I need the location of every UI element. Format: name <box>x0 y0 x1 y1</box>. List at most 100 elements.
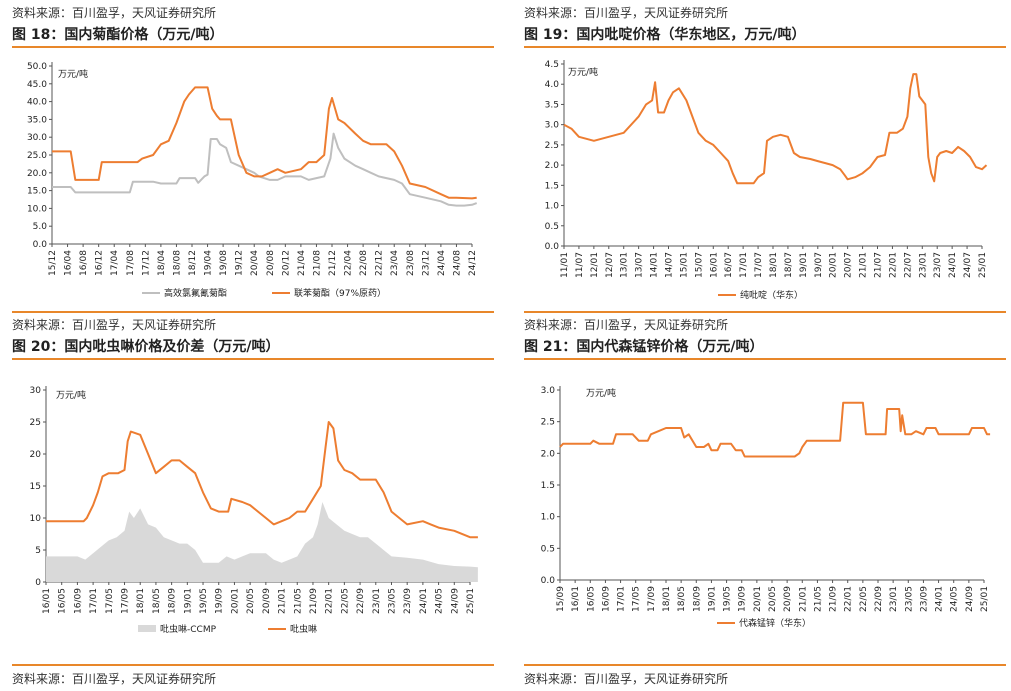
bottom-rule <box>12 664 494 666</box>
x-tick-label: 13/01 <box>620 252 630 278</box>
title-rule <box>524 46 1006 48</box>
x-tick-label: 12/01 <box>590 252 600 278</box>
x-tick-label: 24/07 <box>963 252 973 278</box>
x-tick-label: 18/05 <box>677 586 687 612</box>
title-rule <box>12 358 494 360</box>
y-tick-label: 20.0 <box>27 169 47 179</box>
x-tick-label: 16/01 <box>571 586 581 612</box>
x-tick-label: 20/09 <box>262 588 272 614</box>
x-tick-label: 16/09 <box>601 586 611 612</box>
y-tick-label: 25 <box>30 418 41 428</box>
x-tick-label: 15/07 <box>694 252 704 278</box>
x-tick-label: 20/08 <box>266 250 276 276</box>
x-tick-label: 16/07 <box>724 252 734 278</box>
series-line <box>52 86 477 200</box>
x-tick-label: 15/01 <box>679 252 689 278</box>
chart-title: 图 18：国内菊酯价格（万元/吨） <box>12 27 224 43</box>
x-tick-label: 21/01 <box>798 586 808 612</box>
y-tick-label: 3.0 <box>541 386 556 396</box>
x-tick-label: 22/01 <box>844 586 854 612</box>
y-tick-label: 1.5 <box>541 481 555 491</box>
x-tick-label: 18/07 <box>784 252 794 278</box>
y-tick-label: 5.0 <box>33 222 48 232</box>
source-text: 资料来源：百川盈孚，天风证券研究所 <box>524 318 729 332</box>
y-tick-label: 3.0 <box>545 121 560 131</box>
x-tick-label: 24/04 <box>437 250 447 276</box>
x-tick-label: 22/04 <box>344 250 354 276</box>
y-tick-label: 45.0 <box>27 80 47 90</box>
x-tick-label: 25/01 <box>978 252 988 278</box>
x-tick-label: 21/01 <box>278 588 288 614</box>
y-tick-label: 2.0 <box>541 449 556 459</box>
y-tick-label: 30.0 <box>27 133 47 143</box>
x-tick-label: 21/01 <box>859 252 869 278</box>
x-tick-label: 22/09 <box>356 588 366 614</box>
legend-label: 吡虫啉 <box>290 623 317 635</box>
x-tick-label: 24/09 <box>965 586 975 612</box>
section-rule <box>524 311 1006 313</box>
x-tick-label: 16/05 <box>586 586 596 612</box>
y-tick-label: 1.5 <box>545 181 559 191</box>
x-tick-label: 19/07 <box>814 252 824 278</box>
x-tick-label: 24/05 <box>950 586 960 612</box>
x-tick-label: 12/07 <box>605 252 615 278</box>
source-text: 资料来源：百川盈孚，天风证券研究所 <box>12 6 217 20</box>
y-tick-label: 0.5 <box>545 222 559 232</box>
x-tick-label: 21/05 <box>293 588 303 614</box>
chart-mancozeb-prices: 0.0 0.5 1.0 1.5 2.0 2.5 3.0 万元/吨 15/09 16/01 16/05… <box>541 386 991 629</box>
x-tick-label: 22/05 <box>340 588 350 614</box>
x-tick-label: 22/09 <box>874 586 884 612</box>
x-tick-label: 16/01 <box>42 588 52 614</box>
x-tick-label: 22/05 <box>859 586 869 612</box>
x-tick-label: 19/05 <box>199 588 209 614</box>
unit-label: 万元/吨 <box>586 387 616 399</box>
x-tick-label: 17/05 <box>105 588 115 614</box>
source-text: 资料来源：百川盈孚，天风证券研究所 <box>524 6 729 20</box>
x-tick-label: 20/01 <box>829 252 839 278</box>
y-tick-label: 1.0 <box>545 202 560 212</box>
x-tick-label: 24/05 <box>435 588 445 614</box>
x-tick-label: 21/12 <box>328 250 338 276</box>
x-tick-label: 18/01 <box>662 586 672 612</box>
source-text: 资料来源：百川盈孚，天风证券研究所 <box>524 672 729 686</box>
x-tick-label: 18/05 <box>152 588 162 614</box>
x-tick-label: 20/05 <box>246 588 256 614</box>
unit-label: 万元/吨 <box>568 66 598 78</box>
x-tick-label: 22/12 <box>375 250 385 276</box>
series-line <box>559 401 991 458</box>
x-tick-label: 17/09 <box>647 586 657 612</box>
x-tick-label: 17/04 <box>110 250 120 276</box>
x-tick-label: 19/01 <box>799 252 809 278</box>
x-tick-label: 23/09 <box>403 588 413 614</box>
chart-imidacloprid-prices: 0 5 10 15 20 25 30 万元/吨 16/01 16/05 16/09 17/01 17/0… <box>30 386 478 635</box>
y-tick-label: 10 <box>30 514 42 524</box>
y-tick-label: 2.0 <box>545 161 560 171</box>
x-tick-label: 23/01 <box>918 252 928 278</box>
x-tick-label: 19/05 <box>723 586 733 612</box>
y-tick-label: 10.0 <box>27 204 47 214</box>
series-line <box>52 132 478 207</box>
x-tick-label: 24/12 <box>468 250 478 276</box>
x-tick-label: 19/01 <box>183 588 193 614</box>
x-tick-label: 23/05 <box>387 588 397 614</box>
x-tick-label: 19/12 <box>235 250 245 276</box>
title-rule <box>524 358 1006 360</box>
x-tick-label: 21/07 <box>874 252 884 278</box>
unit-label: 万元/吨 <box>56 389 86 401</box>
x-tick-label: 23/01 <box>889 586 899 612</box>
x-tick-label: 23/05 <box>904 586 914 612</box>
y-tick-label: 4.5 <box>545 60 559 70</box>
legend-label: 吡虫啉-CCMP <box>160 623 217 635</box>
x-tick-label: 20/01 <box>230 588 240 614</box>
y-tick-label: 25.0 <box>27 151 47 161</box>
x-tick-label: 20/05 <box>768 586 778 612</box>
x-tick-label: 18/08 <box>172 250 182 276</box>
y-tick-label: 20 <box>30 450 42 460</box>
y-tick-label: 40.0 <box>27 98 47 108</box>
y-tick-label: 4.0 <box>545 80 560 90</box>
x-tick-label: 21/04 <box>297 250 307 276</box>
x-tick-label: 17/01 <box>89 588 99 614</box>
chart-title: 图 20：国内吡虫啉价格及价差（万元/吨） <box>12 339 280 355</box>
y-tick-label: 0.5 <box>541 544 555 554</box>
x-tick-label: 15/12 <box>48 250 58 276</box>
